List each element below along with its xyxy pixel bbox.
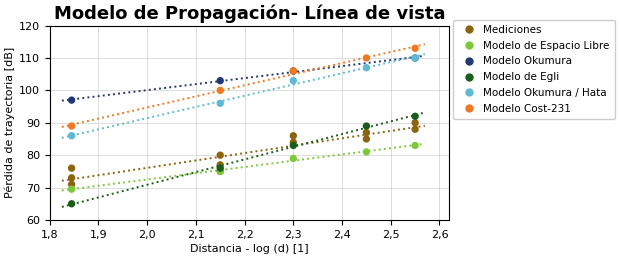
Point [410,114,420,118]
Title: Modelo de Propagación- Línea de vista: Modelo de Propagación- Línea de vista [54,4,445,23]
Point [215,169,225,173]
Point [288,69,298,73]
Point [66,202,76,206]
X-axis label: Distancia - log (d) [1]: Distancia - log (d) [1] [190,244,309,254]
Point [288,156,298,160]
Point [215,101,225,106]
Point [361,124,371,128]
Point [410,56,420,60]
Point [215,163,225,167]
Legend: Mediciones, Modelo de Espacio Libre, Modelo Okumura, Modelo de Egli, Modelo Okum: Mediciones, Modelo de Espacio Libre, Mod… [453,20,615,119]
Point [410,127,420,131]
Point [288,143,298,148]
Y-axis label: Pérdida de trayectoria [dB]: Pérdida de trayectoria [dB] [4,47,15,198]
Point [66,187,76,191]
Point [215,169,225,173]
Point [361,56,371,60]
Point [410,56,420,60]
Point [361,137,371,141]
Point [66,176,76,180]
Point [66,182,76,186]
Point [410,121,420,125]
Point [361,150,371,154]
Point [410,143,420,148]
Point [66,166,76,170]
Point [215,79,225,83]
Point [288,140,298,144]
Point [288,79,298,83]
Point [66,98,76,102]
Point [215,88,225,92]
Point [361,131,371,135]
Point [288,134,298,138]
Point [215,153,225,157]
Point [361,66,371,70]
Point [410,46,420,50]
Point [215,166,225,170]
Point [66,134,76,138]
Point [288,69,298,73]
Point [66,124,76,128]
